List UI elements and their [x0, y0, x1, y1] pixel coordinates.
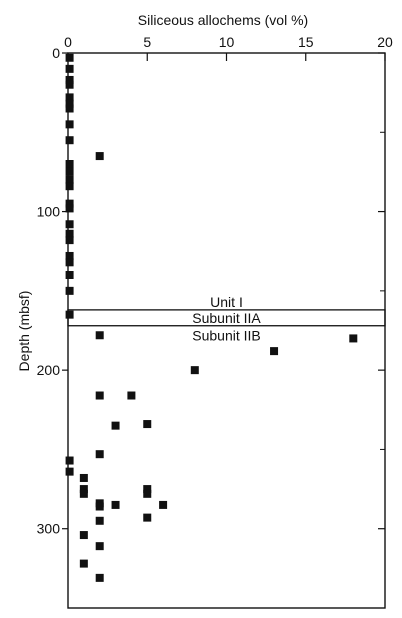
- data-point: [143, 420, 152, 429]
- data-point: [95, 542, 104, 551]
- data-point: [65, 456, 74, 465]
- data-point: [65, 99, 74, 108]
- data-point: [143, 513, 152, 522]
- data-point: [159, 500, 168, 509]
- data-point: [65, 93, 74, 102]
- data-point: [65, 204, 74, 213]
- data-point: [65, 53, 74, 62]
- data-point: [65, 75, 74, 84]
- data-point: [95, 331, 104, 340]
- unit-label: Unit I: [210, 294, 243, 310]
- data-point: [65, 467, 74, 476]
- data-point: [65, 80, 74, 89]
- data-point: [79, 489, 88, 498]
- data-point: [65, 167, 74, 176]
- data-point: [127, 391, 136, 400]
- data-point: [65, 251, 74, 260]
- data-point: [65, 120, 74, 129]
- x-tick-label: 0: [64, 34, 72, 50]
- data-point: [111, 500, 120, 509]
- data-points: [65, 53, 358, 582]
- y-tick-label: 100: [37, 204, 61, 220]
- data-point: [79, 473, 88, 482]
- data-point: [65, 182, 74, 191]
- data-point: [270, 347, 279, 356]
- data-point: [95, 573, 104, 582]
- data-point: [65, 258, 74, 267]
- data-point: [65, 136, 74, 145]
- y-tick-label: 300: [37, 521, 61, 537]
- x-tick-label: 20: [377, 34, 393, 50]
- x-tick-label: 10: [219, 34, 235, 50]
- x-tick-label: 15: [298, 34, 314, 50]
- data-point: [79, 559, 88, 568]
- data-point: [65, 229, 74, 238]
- unit-label: Subunit IIA: [192, 310, 261, 326]
- data-point: [65, 64, 74, 73]
- data-point: [95, 391, 104, 400]
- data-point: [349, 334, 358, 343]
- data-point: [65, 160, 74, 168]
- data-point: [65, 310, 74, 319]
- data-point: [95, 516, 104, 525]
- x-axis: 0 5 10 15 20: [64, 34, 393, 61]
- data-point: [190, 366, 199, 375]
- data-point: [65, 220, 74, 229]
- data-point: [79, 531, 88, 540]
- data-point: [65, 175, 74, 184]
- x-tick-label: 5: [143, 34, 151, 50]
- x-axis-title: Siliceous allochems (vol %): [138, 12, 308, 28]
- data-point: [65, 199, 74, 208]
- data-point: [95, 152, 104, 161]
- data-point: [65, 104, 74, 113]
- y-axis: 0 100 200 300: [37, 45, 385, 537]
- y-axis-title: Depth (mbsf): [16, 291, 32, 372]
- data-point: [111, 421, 120, 430]
- data-point: [65, 271, 74, 279]
- data-point: [79, 485, 88, 494]
- data-point: [143, 485, 152, 494]
- data-point: [65, 286, 74, 295]
- data-point: [95, 502, 104, 511]
- unit-label: Subunit IIB: [192, 327, 261, 343]
- y-tick-label: 0: [52, 45, 60, 61]
- data-point: [65, 236, 74, 245]
- data-point: [95, 450, 104, 459]
- y-tick-label: 200: [37, 362, 61, 378]
- data-point: [143, 489, 152, 498]
